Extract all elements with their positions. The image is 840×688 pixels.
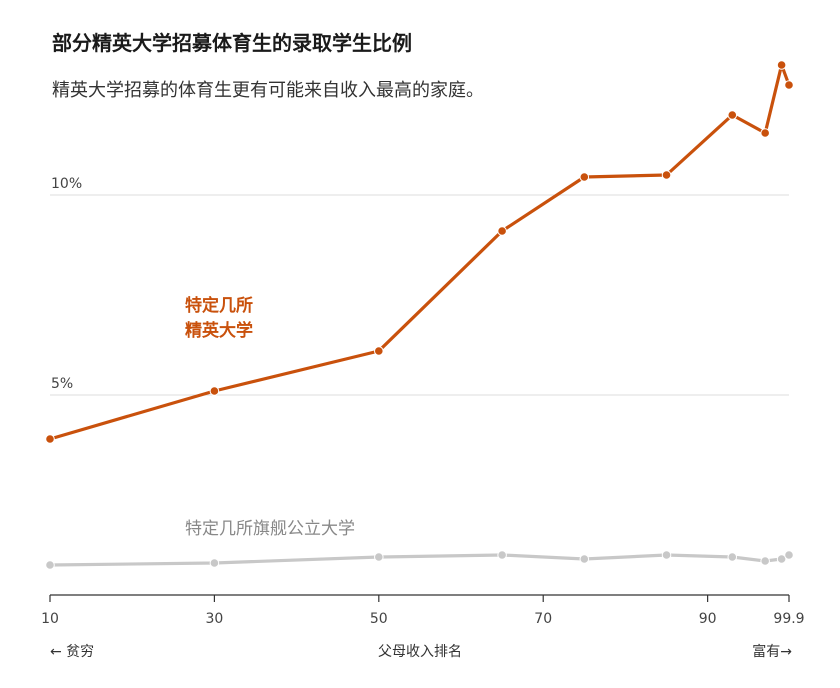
elite-data-point — [776, 60, 787, 70]
elite-data-point — [727, 110, 738, 120]
elite-data-point — [661, 170, 672, 180]
elite-series-line — [48, 63, 791, 441]
y-tick-label: 5% — [51, 376, 73, 392]
elite-data-point — [497, 226, 507, 236]
footer-poor-label: ← 贫穷 — [50, 644, 95, 660]
elite-data-point — [45, 434, 55, 444]
flagship-data-point — [661, 550, 672, 560]
x-axis-title: 父母收入排名 — [378, 644, 462, 660]
x-tick-label: 70 — [534, 611, 552, 627]
elite-series-label: 特定几所 精英大学 — [185, 294, 253, 344]
flagship-series-label: 特定几所旗舰公立大学 — [185, 519, 355, 539]
chart-title: 部分精英大学招募体育生的录取学生比例 — [52, 31, 412, 55]
elite-data-point — [784, 80, 794, 90]
flagship-data-point — [784, 550, 794, 560]
x-tick-label: 50 — [370, 611, 388, 627]
flagship-data-point — [579, 554, 590, 564]
flagship-data-point — [776, 554, 787, 564]
flagship-series-line — [48, 553, 791, 567]
flagship-data-point — [374, 552, 384, 562]
y-tick-label: 10% — [51, 176, 82, 192]
elite-data-point — [374, 346, 384, 356]
elite-data-point — [209, 386, 220, 396]
x-tick-label: 90 — [699, 611, 717, 627]
flagship-data-point — [760, 556, 770, 566]
flagship-data-point — [209, 558, 220, 568]
elite-label-line2: 精英大学 — [185, 321, 253, 341]
elite-data-point — [579, 172, 590, 182]
x-tick-label: 10 — [41, 611, 59, 627]
flagship-data-point — [45, 560, 55, 570]
flagship-data-point — [497, 550, 507, 560]
x-tick-label: 99.9 — [773, 611, 804, 627]
chart-subtitle: 精英大学招募的体育生更有可能来自收入最高的家庭。 — [52, 80, 484, 101]
flagship-data-point — [727, 552, 738, 562]
elite-label-line1: 特定几所 — [185, 296, 253, 316]
elite-data-point — [760, 128, 770, 138]
x-tick-label: 30 — [205, 611, 223, 627]
footer-rich-label: 富有→ — [752, 644, 792, 660]
